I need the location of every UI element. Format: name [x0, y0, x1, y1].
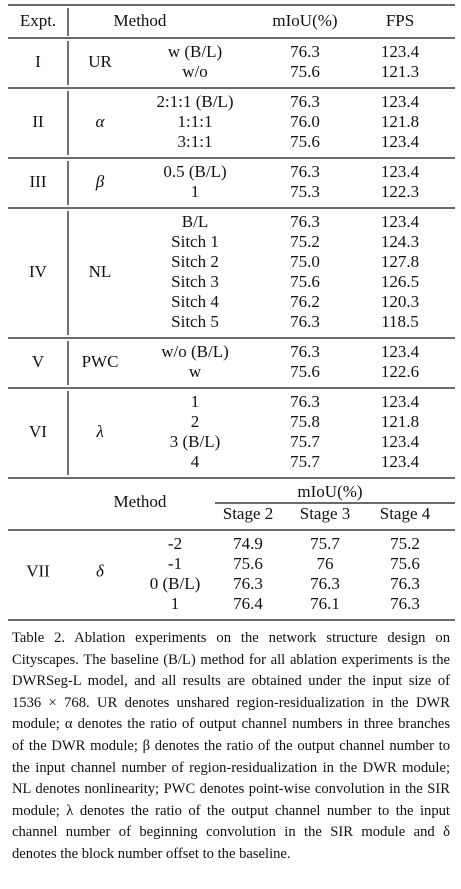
stage-header: Stage 4	[380, 504, 431, 523]
cell: 74.9	[233, 534, 263, 553]
cell: Sitch 2	[171, 252, 219, 271]
cell: 75.6	[290, 362, 320, 381]
cell: 75.7	[290, 452, 320, 471]
cell: 76.3	[290, 162, 320, 181]
expt-label: III	[30, 172, 47, 191]
cell: 127.8	[381, 252, 419, 271]
cell: 124.3	[381, 232, 419, 251]
cell: 123.4	[381, 212, 420, 231]
stage-header: Stage 2	[223, 504, 274, 523]
cell: 123.4	[381, 452, 420, 471]
column-header: Method	[114, 11, 167, 30]
cell: 1	[171, 594, 180, 613]
cell: 2	[191, 412, 200, 431]
caption: Table 2. Ablation experiments on the net…	[12, 630, 450, 862]
cell: 76	[317, 554, 334, 573]
expt-label: VI	[29, 422, 47, 441]
group-header: mIoU(%)	[297, 482, 362, 501]
stage-header: Stage 3	[300, 504, 351, 523]
cell: 2:1:1 (B/L)	[157, 92, 234, 111]
cell: B/L	[182, 212, 208, 231]
expt-label: IV	[29, 262, 48, 281]
cell: 123.4	[381, 92, 420, 111]
column-header: FPS	[386, 11, 414, 30]
cell: 1	[191, 182, 200, 201]
cell: 122.6	[381, 362, 419, 381]
cell: 76.3	[290, 92, 320, 111]
cell: 120.3	[381, 292, 419, 311]
cell: 76.3	[390, 574, 420, 593]
cell: 76.3	[290, 212, 320, 231]
cell: 123.4	[381, 392, 420, 411]
cell: -1	[168, 554, 182, 573]
param-label: λ	[95, 422, 103, 441]
param-label: α	[96, 112, 106, 131]
cell: 121.3	[381, 62, 419, 81]
cell: 75.0	[290, 252, 320, 271]
cell: 121.8	[381, 412, 419, 431]
cell: w (B/L)	[168, 42, 222, 61]
cell: 0 (B/L)	[150, 574, 201, 593]
param-label: δ	[96, 561, 105, 580]
cell: 4	[191, 452, 200, 471]
cell: 75.6	[390, 554, 420, 573]
cell: 75.2	[390, 534, 420, 553]
cell: w	[189, 362, 202, 381]
cell: 123.4	[381, 162, 420, 181]
cell: 76.1	[310, 594, 340, 613]
cell: 76.3	[233, 574, 263, 593]
cell: 123.4	[381, 432, 420, 451]
cell: 75.6	[233, 554, 263, 573]
column-header: Expt.	[20, 11, 56, 30]
cell: 76.4	[233, 594, 263, 613]
param-label: β	[95, 172, 105, 191]
cell: 122.3	[381, 182, 419, 201]
cell: Sitch 5	[171, 312, 219, 331]
cell: 76.3	[290, 342, 320, 361]
cell: 121.8	[381, 112, 419, 131]
cell: 76.3	[310, 574, 340, 593]
cell: 75.8	[290, 412, 320, 431]
cell: 3:1:1	[178, 132, 213, 151]
cell: 123.4	[381, 42, 420, 61]
param-label: UR	[88, 52, 112, 71]
cell: 76.3	[290, 42, 320, 61]
cell: 118.5	[381, 312, 419, 331]
expt-label: VII	[26, 561, 50, 580]
cell: -2	[168, 534, 182, 553]
expt-label: II	[32, 112, 44, 131]
cell: 123.4	[381, 132, 420, 151]
cell: 1:1:1	[178, 112, 213, 131]
cell: Sitch 3	[171, 272, 219, 291]
cell: 76.3	[290, 312, 320, 331]
cell: 75.3	[290, 182, 320, 201]
method-header: Method	[114, 492, 167, 511]
expt-label: V	[32, 352, 45, 371]
cell: 76.2	[290, 292, 320, 311]
cell: 75.6	[290, 272, 320, 291]
cell: 1	[191, 392, 200, 411]
cell: 75.6	[290, 62, 320, 81]
cell: 75.7	[310, 534, 340, 553]
cell: w/o	[182, 62, 208, 81]
cell: 76.0	[290, 112, 320, 131]
param-label: PWC	[82, 352, 119, 371]
cell: 76.3	[290, 392, 320, 411]
cell: 75.7	[290, 432, 320, 451]
cell: 123.4	[381, 342, 420, 361]
param-label: NL	[89, 262, 112, 281]
cell: 3 (B/L)	[170, 432, 221, 451]
cell: 75.6	[290, 132, 320, 151]
cell: w/o (B/L)	[161, 342, 229, 361]
cell: Sitch 4	[171, 292, 219, 311]
cell: 76.3	[390, 594, 420, 613]
ablation-table: Expt. Method mIoU(%) FPS I UR w (B/L) 76.3 123.4…	[8, 4, 455, 621]
column-header: mIoU(%)	[272, 11, 337, 30]
cell: Sitch 1	[171, 232, 219, 251]
expt-label: I	[35, 52, 41, 71]
cell: 126.5	[381, 272, 419, 291]
cell: 75.2	[290, 232, 320, 251]
cell: 0.5 (B/L)	[163, 162, 226, 181]
